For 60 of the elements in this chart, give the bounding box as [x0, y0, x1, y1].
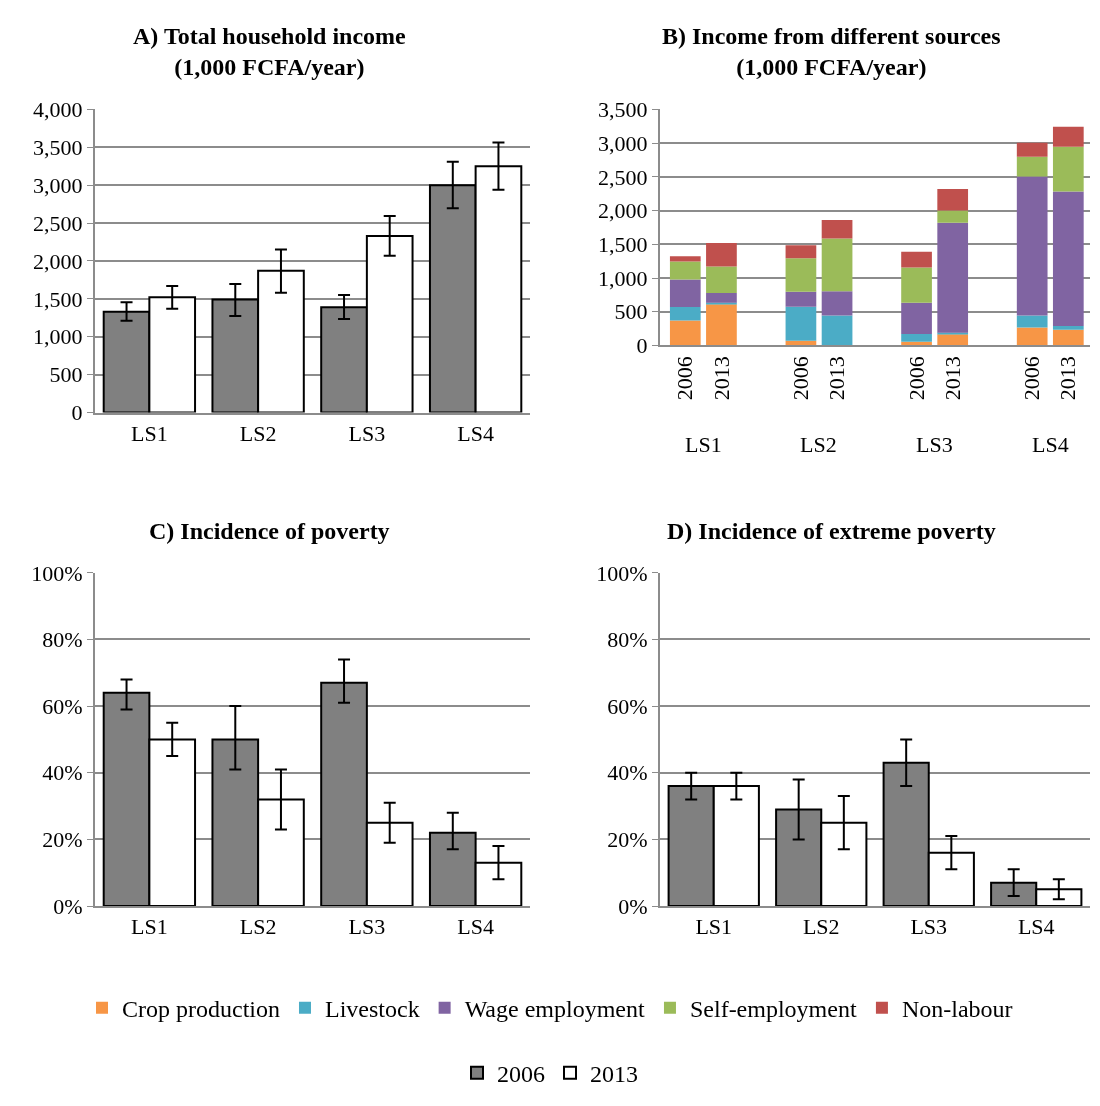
chart-title: C) Incidence of poverty [149, 518, 390, 544]
y-tick-label: 2,000 [598, 198, 648, 224]
y-tick-label: 2,500 [33, 210, 83, 236]
y-tick-label: 3,000 [598, 130, 648, 156]
y-tick-label: 100% [31, 560, 83, 586]
x-tick-label: LS1 [131, 914, 168, 940]
x-tick-label: LS1 [131, 420, 168, 446]
legend-label: Crop production [122, 995, 280, 1022]
legend-label: Wage employment [464, 995, 645, 1022]
y-tick-label: 500 [49, 362, 83, 388]
legend-label: Self-employment [689, 995, 857, 1022]
x-tick-label: 2013 [824, 356, 850, 401]
y-tick-label: 40% [42, 760, 83, 786]
y-tick-label: 0% [618, 893, 648, 919]
x-tick-label: 2006 [903, 356, 929, 401]
y-tick-label: 0 [71, 400, 83, 426]
y-tick-label: 1,000 [598, 265, 648, 291]
x-tick-label: LS3 [910, 914, 948, 940]
x-tick-label: LS3 [348, 914, 386, 940]
x-tick-label: LS4 [1017, 914, 1055, 940]
y-tick-label: 500 [614, 299, 648, 325]
y-tick-label: 1,000 [33, 324, 83, 350]
y-tick-label: 20% [42, 827, 83, 853]
y-tick-label: 40% [607, 760, 648, 786]
legend-label: 2013 [590, 1061, 638, 1088]
x-tick-label: LS2 [239, 420, 277, 446]
y-tick-label: 20% [607, 827, 648, 853]
x-tick-label: LS4 [457, 914, 494, 940]
x-tick-label: LS2 [239, 914, 277, 940]
y-tick-label: 1,500 [33, 286, 83, 312]
chart-title: D) Incidence of extreme poverty [667, 518, 996, 544]
y-tick-label: 3,500 [598, 97, 648, 123]
x-tick-label: 2013 [708, 356, 734, 401]
x-tick-label: 2006 [672, 356, 698, 401]
y-tick-label: 0% [53, 893, 83, 919]
x-tick-label: LS4 [457, 420, 494, 446]
y-tick-label: 4,000 [33, 97, 83, 123]
y-tick-label: 2,000 [33, 248, 83, 274]
x-tick-label: 2013 [939, 356, 965, 401]
legend-label: Non-labour [901, 995, 1013, 1022]
y-tick-label: 3,500 [33, 135, 83, 161]
legend-label: Livestock [324, 995, 420, 1022]
x-tick-label: 2006 [1019, 356, 1045, 401]
y-tick-label: 60% [42, 693, 83, 719]
x-tick-label: LS3 [348, 420, 386, 446]
legend-label: 2006 [497, 1061, 545, 1088]
y-tick-label: 100% [596, 560, 648, 586]
y-tick-label: 0 [636, 333, 648, 359]
x-tick-label: LS1 [695, 914, 733, 940]
y-tick-label: 80% [42, 627, 83, 653]
y-tick-label: 60% [607, 693, 648, 719]
y-tick-label: 1,500 [598, 232, 648, 258]
x-tick-label: 2006 [788, 356, 814, 401]
y-tick-label: 80% [607, 627, 648, 653]
y-tick-label: 2,500 [598, 164, 648, 190]
x-tick-label: LS2 [802, 914, 840, 940]
chart-title: A) Total household income (1,000 FCFA/year) [133, 23, 407, 81]
x-tick-label: 2013 [1055, 356, 1081, 401]
y-tick-label: 3,000 [33, 172, 83, 198]
chart-title: B) Income from different sources (1,000 FCFA/year) [662, 23, 1001, 81]
